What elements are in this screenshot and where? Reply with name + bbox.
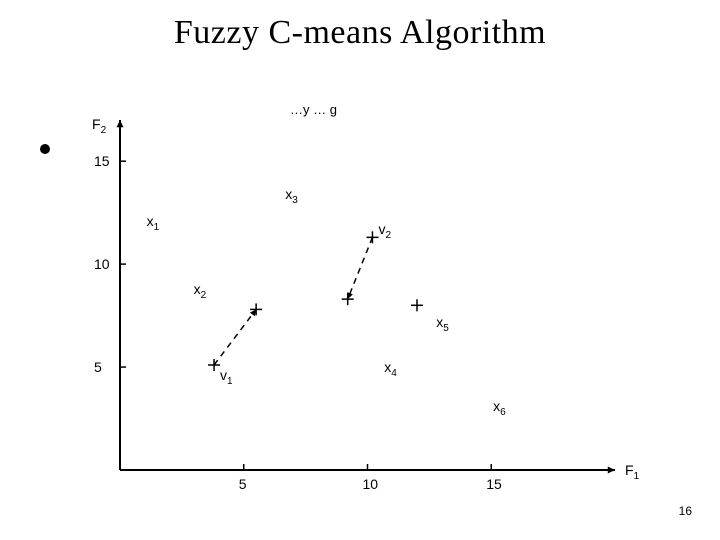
x-tick-15: 15 [486,476,502,492]
point-x1: x1 [147,213,160,233]
point-x3: x3 [285,186,298,206]
y-tick-10: 10 [94,256,110,272]
y-tick-15: 15 [94,153,110,169]
page-title: Fuzzy C-means Algorithm [0,14,720,52]
point-x2: x2 [194,281,207,301]
centroid-v2: v2 [378,221,391,241]
point-x4: x4 [384,359,397,379]
point-x5: x5 [436,314,449,334]
centroid-v1: v1 [220,367,233,387]
caption-fragment: …y … g [290,102,337,117]
point-x6: x6 [493,398,506,418]
x-axis-label: F1 [625,462,639,482]
y-tick-5: 5 [94,359,102,375]
chart-svg [60,100,660,500]
x-tick-10: 10 [363,476,379,492]
page-number: 16 [679,504,692,518]
scatter-chart: 5 10 15 5 10 15 F1 F2 x1 x2 x3 x4 x5 x6 v1 v2 [60,100,660,500]
bullet-dot [40,144,50,154]
x-tick-5: 5 [239,476,247,492]
y-axis-label: F2 [92,116,106,136]
